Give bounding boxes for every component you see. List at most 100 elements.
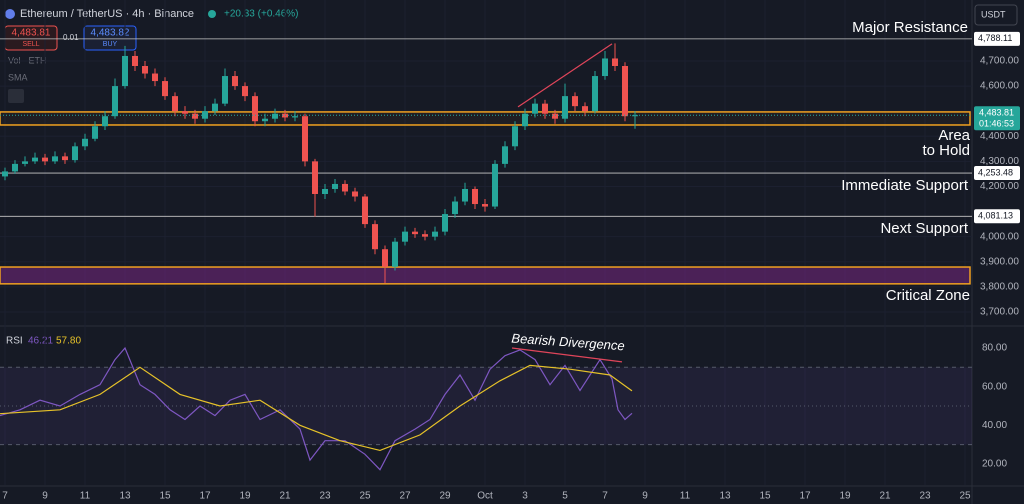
buy-button[interactable] <box>83 25 137 51</box>
x-tick-label: 23 <box>319 491 331 502</box>
buy-price: 4,483.82 <box>91 28 130 39</box>
candle-body <box>562 96 568 119</box>
candle-body <box>452 201 458 215</box>
level-tag <box>974 166 1020 181</box>
candle <box>602 50 608 80</box>
candle <box>362 193 368 228</box>
candle <box>442 209 448 236</box>
candle <box>482 199 488 212</box>
level-name: Major Resistance <box>852 19 968 36</box>
sell-label: SELL <box>22 41 39 48</box>
candle <box>582 102 588 117</box>
candle-body <box>192 113 198 119</box>
candle <box>492 160 498 210</box>
candle-body <box>32 157 38 162</box>
x-tick-label: 9 <box>642 491 648 502</box>
change: +20.33 (+0.46%) <box>224 9 299 20</box>
candle <box>372 220 378 255</box>
candle <box>552 109 558 124</box>
candle-body <box>622 66 628 117</box>
candle-body <box>472 188 478 205</box>
candle <box>252 92 258 127</box>
y-tick-label: 3,900.00 <box>980 256 1019 267</box>
x-tick-label: 7 <box>2 491 8 502</box>
candle <box>112 78 118 119</box>
candle <box>152 68 158 87</box>
level-tag <box>974 31 1020 46</box>
candle-body <box>292 116 298 118</box>
candle <box>342 180 348 196</box>
x-tick-label: 27 <box>399 491 411 502</box>
candle-body <box>12 163 18 172</box>
candle <box>332 178 338 193</box>
indicator-vol[interactable]: Vol · ETH <box>8 55 47 65</box>
candle <box>182 106 188 119</box>
candle-body <box>532 103 538 114</box>
x-tick-label: 3 <box>522 491 528 502</box>
candle-body <box>572 96 578 107</box>
candle-body <box>302 116 308 162</box>
candle <box>612 43 618 72</box>
candle <box>22 156 28 167</box>
x-tick-label: 23 <box>919 491 931 502</box>
candle-body <box>342 183 348 192</box>
candle-body <box>402 231 408 242</box>
candle-body <box>542 103 548 114</box>
candle-body <box>202 111 208 119</box>
candle <box>52 151 58 164</box>
symbol-icon <box>5 9 15 19</box>
candle <box>512 121 518 151</box>
candle-body <box>482 204 488 207</box>
rsi-tick-label: 20.00 <box>982 459 1007 470</box>
candle-body <box>592 76 598 112</box>
level-tag <box>974 209 1020 224</box>
candle <box>352 187 358 202</box>
zone <box>0 111 971 126</box>
rsi-line <box>0 346 633 471</box>
status-dot <box>208 10 216 18</box>
candle-body <box>522 113 528 127</box>
x-tick-label: 9 <box>42 491 48 502</box>
symbol-title[interactable]: Ethereum / TetherUS · 4h · Binance <box>20 8 194 20</box>
x-tick-label: 15 <box>159 491 171 502</box>
candle <box>142 60 148 79</box>
candle <box>412 227 418 238</box>
candle <box>572 92 578 112</box>
candle <box>62 152 68 164</box>
rsi-band-fill <box>0 367 972 445</box>
candle <box>12 160 18 174</box>
y-tick-label: 4,600.00 <box>980 81 1019 92</box>
trendline <box>517 43 613 108</box>
candle <box>72 142 78 163</box>
x-tick-label: 13 <box>119 491 131 502</box>
candle <box>522 108 528 130</box>
x-tick-label: 11 <box>680 491 691 502</box>
x-tick-label: 11 <box>80 491 91 502</box>
indicator-sma[interactable]: SMA <box>8 72 28 82</box>
candle <box>42 153 48 166</box>
rsi-title: RSI <box>6 336 23 347</box>
candle-body <box>42 157 48 162</box>
y-tick-label: 4,000.00 <box>980 231 1019 242</box>
candle <box>622 62 628 122</box>
x-tick-label: Oct <box>477 491 493 502</box>
collapse-button[interactable] <box>8 89 24 103</box>
candle-body <box>102 116 108 127</box>
candle <box>192 109 198 124</box>
candle-body <box>172 96 178 112</box>
candle <box>222 68 228 107</box>
candle <box>242 82 248 102</box>
candle-body <box>72 146 78 161</box>
buy-label: BUY <box>103 41 118 48</box>
zone-label: Critical Zone <box>886 287 970 304</box>
currency-selector[interactable] <box>974 4 1018 26</box>
candle-body <box>132 55 138 67</box>
level-name: Next Support <box>880 220 968 237</box>
x-tick-label: 21 <box>879 491 891 502</box>
rsi-tick-label: 60.00 <box>982 381 1007 392</box>
currency: USDT <box>981 9 1006 19</box>
x-tick-label: 17 <box>799 491 811 502</box>
candle <box>122 45 128 89</box>
candle-body <box>332 183 338 189</box>
